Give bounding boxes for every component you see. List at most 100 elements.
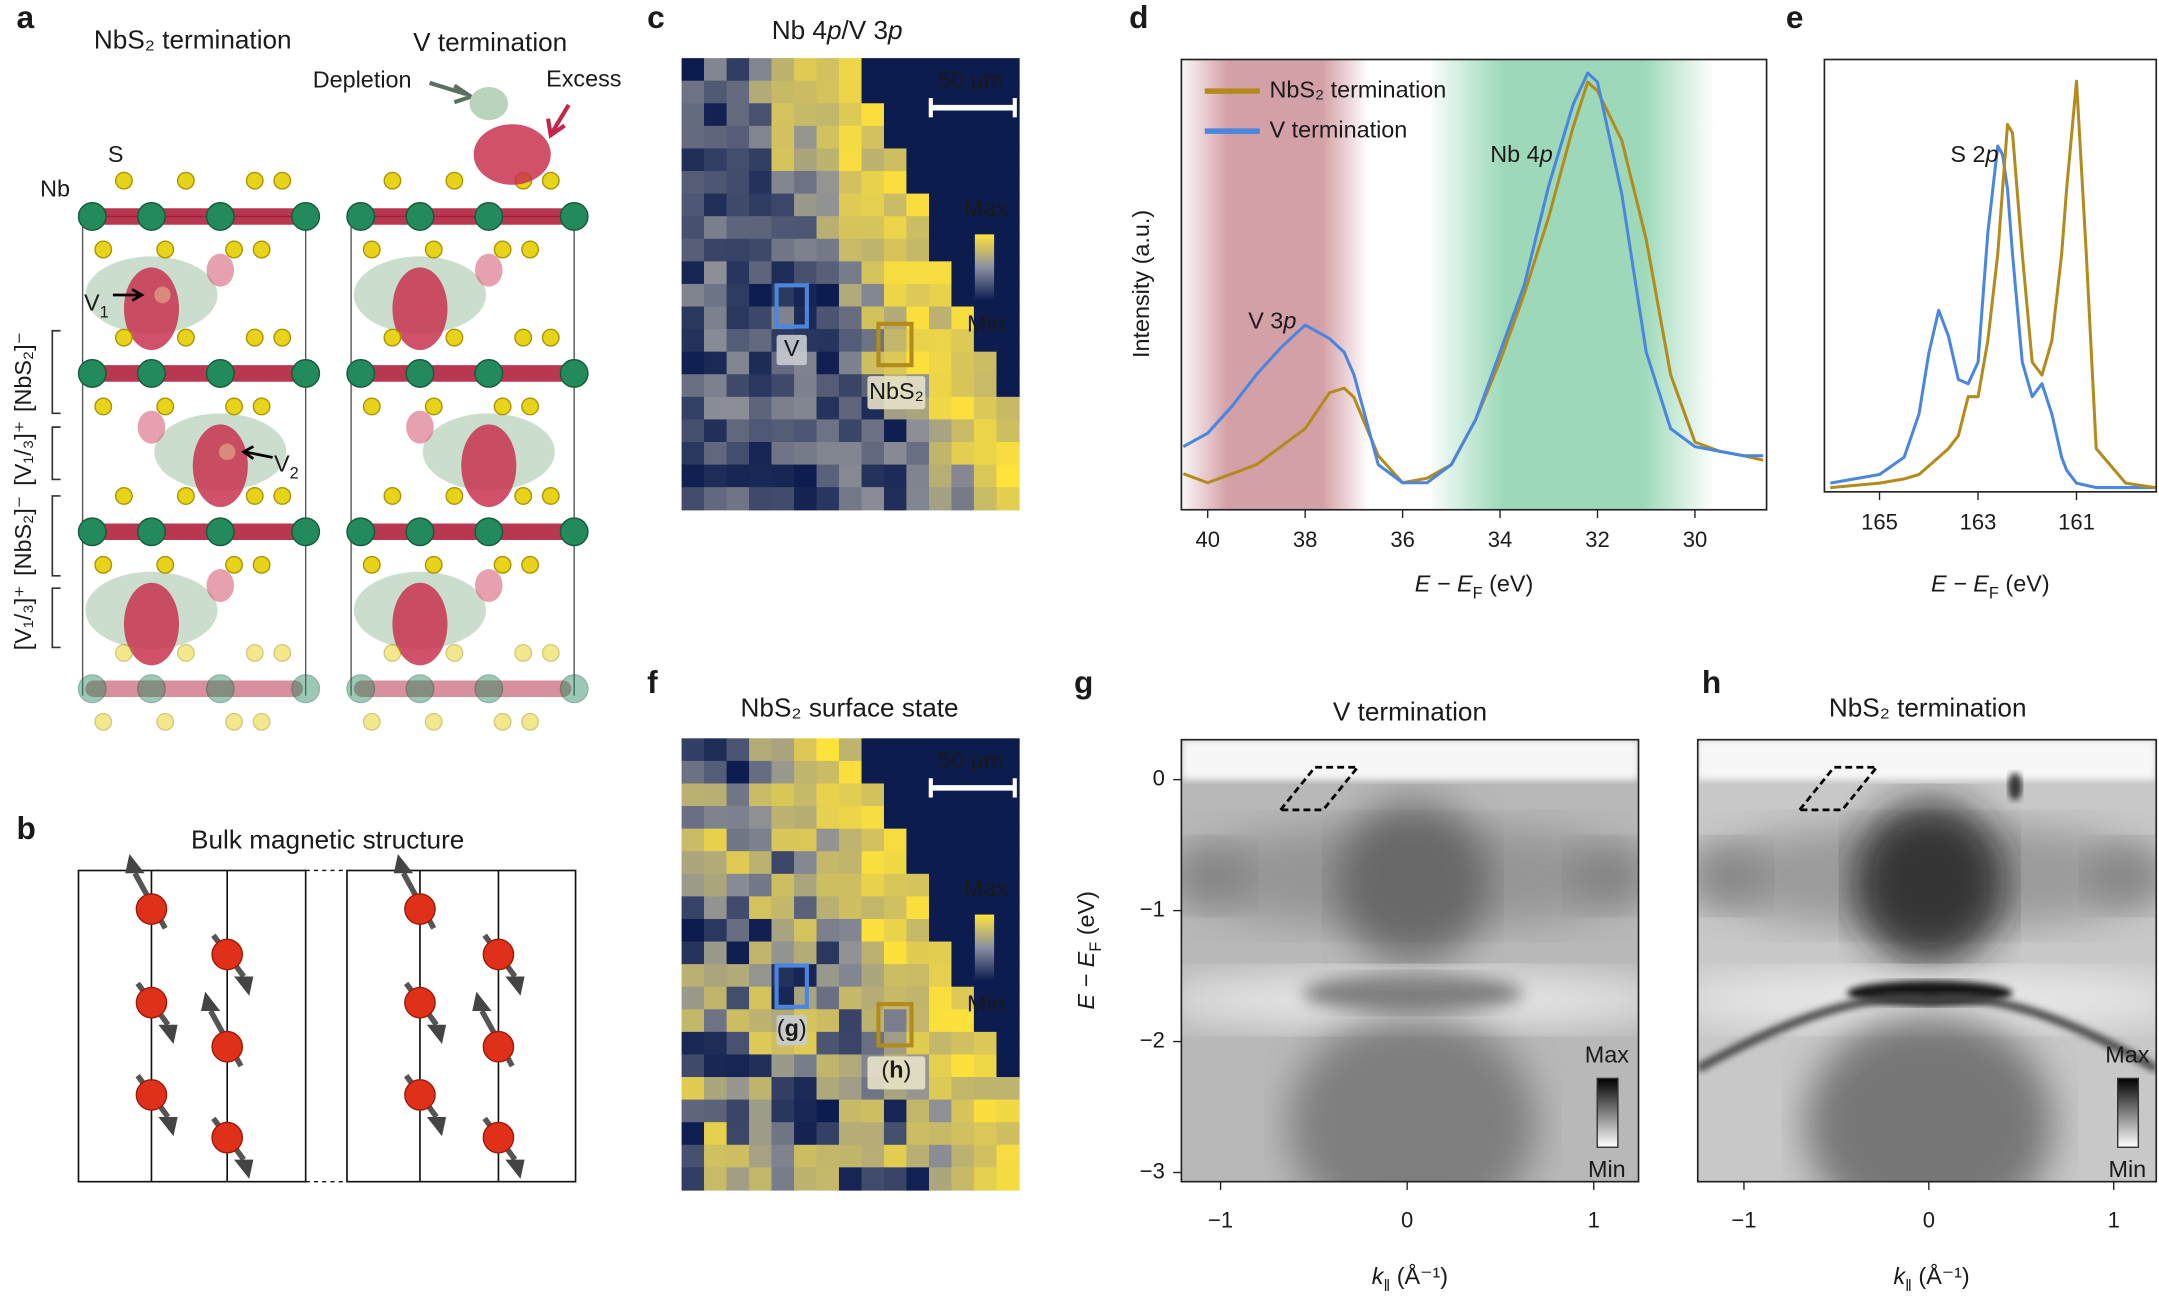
niobium [291,358,321,388]
annotation-part: p [1282,308,1296,334]
sulfur [225,555,244,574]
map-pixel [929,1144,953,1169]
sulfur [493,397,512,416]
map-pixel [749,783,773,807]
map-pixel [883,464,908,488]
x-tick-label: 0 [1401,1207,1413,1232]
sulfur [176,171,195,190]
map-pixel [906,1099,930,1123]
panel-label: e [1786,0,1804,35]
map-pixel [906,487,930,511]
sulfur [514,487,533,505]
sulfur [114,487,133,505]
arrow [545,103,571,139]
map-pixel [861,873,885,898]
map-pixel [681,464,705,488]
map-pixel [996,58,1020,82]
map-pixel [749,1077,773,1101]
sulfur [383,328,402,347]
map-pixel [794,216,818,240]
x-axis-label-part: (Å⁻¹) [1912,1262,1970,1289]
map-pixel [726,193,750,217]
map-pixel [771,238,795,263]
map-pixel [771,216,795,240]
map-pixel [861,896,885,920]
niobium [205,202,235,231]
sulfur [541,487,560,505]
map-pixel [704,1031,728,1056]
map-pixel [951,58,975,82]
niobium [346,202,376,231]
map-pixel [838,1031,863,1056]
map-pixel [838,103,863,127]
spin-head [125,853,145,874]
map-pixel [861,918,885,943]
map-pixel [704,783,728,807]
map-pixel [681,1031,705,1056]
map-pixel [794,238,818,263]
sulfur [273,643,292,662]
sulfur [424,397,443,416]
map-pixel [973,216,998,240]
map-pixel [749,918,773,943]
spin-head [472,991,492,1011]
map-pixel [771,441,795,466]
map-pixel [996,1122,1020,1146]
map-pixel [996,1077,1020,1101]
x-tick-label: 161 [2058,509,2095,534]
map-pixel [681,441,705,466]
map-pixel [973,1009,998,1033]
x-axis-label-part: (eV) [1483,571,1534,597]
sulfur [245,328,264,347]
map-pixel [771,261,795,285]
niobium [559,674,589,704]
roi-tag [867,1056,926,1090]
cell [346,869,577,1183]
map [681,738,1020,1191]
sulfur [156,397,175,416]
sulfur [156,240,175,259]
map-pixel [749,193,773,217]
cell [77,869,307,1183]
bond-density [85,680,303,698]
map-pixel [681,283,705,308]
annotation-part: V 3 [1248,308,1283,334]
shaded-region [1181,59,1369,510]
map-pixel [861,148,885,172]
axes-frame [1180,58,1768,511]
x-axis-label: E − EF (eV) [1415,571,1534,603]
map-pixel [794,851,818,875]
scale-label: 50 μm [938,747,1003,773]
map-pixel [726,125,750,150]
map-pixel [951,941,975,965]
map-pixel [681,806,705,830]
map-pixel [861,103,885,127]
vanadium [154,286,171,304]
map-pixel [883,103,908,127]
magnetic-ion [482,1030,515,1063]
map-pixel [861,441,885,466]
map-pixel [681,487,705,511]
vanadium [218,443,236,461]
map-pixel [951,238,975,263]
map-pixel [794,1144,818,1169]
niobium [137,202,166,231]
spin-head [426,1024,447,1044]
map-pixel [973,374,998,398]
atom-label-part: 1 [100,304,109,322]
map-pixel [883,1144,908,1169]
crystal-structure [77,87,589,731]
map-pixel [681,58,705,82]
map-pixel [973,329,998,353]
niobium [291,202,321,231]
spectral-weight [1805,1013,2054,1182]
map-pixel [704,964,728,988]
map-pixel [704,918,728,943]
magnetic-ion [135,986,168,1019]
map-pixel [816,216,840,240]
bond-density [353,365,572,382]
map-pixel [861,464,885,488]
map-pixel [973,1144,998,1169]
map-pixel [951,283,975,308]
spin-head [234,1159,254,1179]
